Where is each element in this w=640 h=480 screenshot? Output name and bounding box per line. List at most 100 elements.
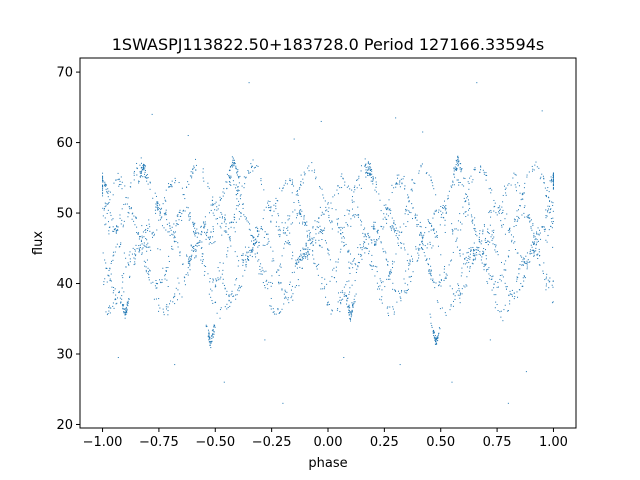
data-point bbox=[133, 174, 135, 176]
data-point bbox=[534, 250, 536, 252]
data-point bbox=[246, 252, 248, 254]
data-point bbox=[174, 303, 176, 305]
data-point bbox=[500, 310, 502, 312]
data-point bbox=[214, 326, 216, 328]
data-point bbox=[456, 239, 458, 241]
data-point bbox=[346, 303, 348, 305]
data-point bbox=[350, 225, 352, 227]
data-point bbox=[193, 245, 195, 247]
data-point bbox=[327, 252, 329, 254]
data-point bbox=[400, 297, 402, 299]
data-point bbox=[353, 258, 355, 260]
data-point bbox=[260, 226, 262, 228]
data-point bbox=[301, 210, 303, 212]
data-point bbox=[226, 256, 228, 258]
data-point bbox=[207, 273, 209, 275]
data-point bbox=[455, 169, 457, 171]
data-point bbox=[365, 163, 367, 165]
data-point bbox=[270, 221, 272, 223]
data-point bbox=[346, 186, 348, 188]
data-point bbox=[204, 216, 206, 218]
data-point bbox=[483, 252, 485, 254]
data-point bbox=[416, 214, 418, 216]
data-point bbox=[306, 221, 308, 223]
data-point bbox=[134, 261, 136, 263]
data-point bbox=[193, 247, 195, 249]
data-point bbox=[229, 240, 231, 242]
data-point bbox=[207, 236, 209, 238]
data-point bbox=[397, 290, 399, 292]
data-point bbox=[121, 275, 123, 277]
data-point bbox=[422, 236, 424, 238]
x-tick-label: 0.25 bbox=[370, 435, 399, 450]
data-point bbox=[380, 241, 382, 243]
data-point bbox=[209, 336, 211, 338]
data-point bbox=[270, 206, 272, 208]
data-point bbox=[351, 201, 353, 203]
data-point bbox=[257, 235, 259, 237]
data-point bbox=[377, 288, 379, 290]
data-point bbox=[372, 180, 374, 182]
data-point bbox=[300, 174, 302, 176]
data-point bbox=[107, 313, 109, 315]
data-point bbox=[237, 289, 239, 291]
data-point bbox=[459, 255, 461, 257]
data-point bbox=[212, 226, 214, 228]
data-point bbox=[190, 171, 192, 173]
data-point bbox=[522, 259, 524, 261]
data-point bbox=[112, 255, 114, 257]
data-point bbox=[306, 230, 308, 232]
data-point bbox=[321, 246, 323, 248]
data-point bbox=[397, 242, 399, 244]
data-point bbox=[453, 174, 455, 176]
data-point bbox=[247, 257, 249, 259]
data-point bbox=[490, 209, 492, 211]
data-point bbox=[231, 166, 233, 168]
data-point bbox=[444, 231, 446, 233]
data-point bbox=[398, 244, 400, 246]
data-point bbox=[522, 285, 524, 287]
data-point bbox=[208, 187, 210, 189]
data-point bbox=[146, 177, 148, 179]
data-point bbox=[286, 234, 288, 236]
data-point bbox=[287, 219, 289, 221]
data-point bbox=[414, 215, 416, 217]
data-point bbox=[211, 330, 213, 332]
data-point bbox=[196, 242, 198, 244]
data-point bbox=[229, 181, 231, 183]
data-point bbox=[490, 236, 492, 238]
data-point bbox=[538, 234, 540, 236]
data-point bbox=[233, 216, 235, 218]
data-point bbox=[127, 302, 129, 304]
data-point bbox=[343, 241, 345, 243]
data-point bbox=[212, 231, 214, 233]
data-point bbox=[452, 305, 454, 307]
data-point bbox=[191, 177, 193, 179]
data-point bbox=[375, 186, 377, 188]
data-point bbox=[508, 183, 510, 185]
data-point bbox=[189, 261, 191, 263]
data-point bbox=[474, 167, 476, 169]
data-point bbox=[542, 226, 544, 228]
data-point bbox=[337, 292, 339, 294]
data-point bbox=[391, 192, 393, 194]
data-point bbox=[437, 245, 439, 247]
data-point bbox=[242, 260, 244, 262]
data-point bbox=[538, 264, 540, 266]
data-point bbox=[380, 210, 382, 212]
data-point bbox=[451, 259, 453, 261]
data-point bbox=[534, 241, 536, 243]
data-point bbox=[443, 206, 445, 208]
data-point bbox=[367, 172, 369, 174]
data-point bbox=[353, 187, 355, 188]
data-point bbox=[306, 224, 308, 226]
data-point bbox=[179, 212, 181, 214]
data-point bbox=[165, 306, 167, 308]
data-point bbox=[374, 243, 376, 245]
data-point bbox=[361, 258, 363, 260]
data-point bbox=[241, 254, 243, 256]
data-point bbox=[408, 276, 410, 278]
data-point bbox=[552, 175, 554, 177]
data-point bbox=[312, 240, 314, 242]
data-point bbox=[126, 301, 128, 303]
